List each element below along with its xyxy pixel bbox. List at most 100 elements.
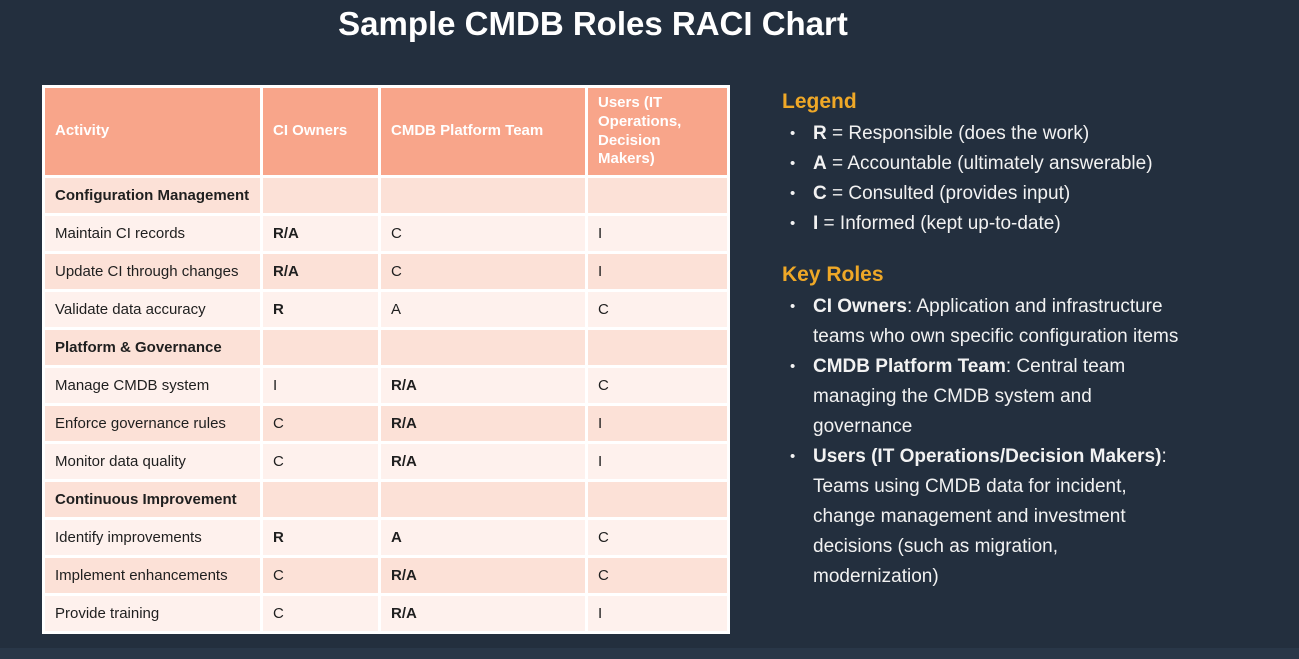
legend-item: • A = Accountable (ultimately answerable) bbox=[782, 149, 1252, 179]
section-gap bbox=[782, 239, 1252, 263]
legend-item-term: A bbox=[813, 153, 827, 174]
legend-item-text: A = Accountable (ultimately answerable) bbox=[813, 149, 1185, 179]
raci-cell bbox=[585, 175, 730, 216]
raci-cell: I bbox=[585, 213, 730, 254]
raci-cell bbox=[585, 479, 730, 520]
section-row: Continuous Improvement bbox=[42, 479, 730, 520]
table-row: Maintain CI records R/A C I bbox=[42, 213, 730, 254]
bullet-marker: • bbox=[790, 125, 796, 142]
activity-cell: Continuous Improvement bbox=[42, 479, 263, 520]
raci-cell: C bbox=[260, 555, 381, 596]
activity-cell: Validate data accuracy bbox=[42, 289, 263, 330]
activity-cell: Platform & Governance bbox=[42, 327, 263, 368]
legend-item-term: R bbox=[813, 123, 827, 144]
raci-cell: C bbox=[260, 593, 381, 634]
key-role-item-text: Users (IT Operations/Decision Makers): T… bbox=[813, 442, 1185, 592]
table-row: Identify improvements R A C bbox=[42, 517, 730, 558]
side-panel: Legend • R = Responsible (does the work) •… bbox=[782, 90, 1252, 592]
activity-cell: Maintain CI records bbox=[42, 213, 263, 254]
key-role-item: • CI Owners: Application and infrastructu… bbox=[782, 292, 1252, 352]
legend-list: • R = Responsible (does the work) • A = Acc… bbox=[782, 119, 1252, 239]
raci-cell: I bbox=[585, 251, 730, 292]
raci-cell: R/A bbox=[378, 593, 588, 634]
bullet-marker: • bbox=[790, 358, 796, 375]
raci-table: Activity CI Owners CMDB Platform Team Users… bbox=[42, 85, 730, 634]
legend-item: • R = Responsible (does the work) bbox=[782, 119, 1252, 149]
legend-item-term: C bbox=[813, 183, 827, 204]
raci-cell: C bbox=[585, 365, 730, 406]
legend-item-text: R = Responsible (does the work) bbox=[813, 119, 1185, 149]
section-row: Platform & Governance bbox=[42, 327, 730, 368]
legend-item-description: = Informed (kept up-to-date) bbox=[818, 213, 1061, 234]
raci-cell bbox=[378, 175, 588, 216]
bullet-marker: • bbox=[790, 185, 796, 202]
bullet-marker: • bbox=[790, 155, 796, 172]
key-role-item-description: : Central team managing the CMDB system … bbox=[813, 356, 1126, 437]
legend-heading: Legend bbox=[782, 90, 857, 113]
key-role-item-description: : Application and infrastructure teams w… bbox=[813, 296, 1179, 347]
activity-cell: Manage CMDB system bbox=[42, 365, 263, 406]
table-row: Enforce governance rules C R/A I bbox=[42, 403, 730, 444]
activity-cell: Provide training bbox=[42, 593, 263, 634]
raci-cell bbox=[378, 479, 588, 520]
legend-item-description: = Consulted (provides input) bbox=[826, 183, 1071, 204]
bullet-marker: • bbox=[790, 215, 796, 232]
raci-cell: I bbox=[585, 593, 730, 634]
raci-cell bbox=[260, 175, 381, 216]
bullet-marker: • bbox=[790, 298, 796, 315]
key-role-item-text: CMDB Platform Team: Central team managin… bbox=[813, 352, 1185, 442]
activity-cell: Implement enhancements bbox=[42, 555, 263, 596]
table-row: Implement enhancements C R/A C bbox=[42, 555, 730, 596]
key-roles-heading: Key Roles bbox=[782, 263, 884, 286]
legend-item-description: = Accountable (ultimately answerable) bbox=[826, 153, 1153, 174]
key-role-item: • Users (IT Operations/Decision Makers): … bbox=[782, 442, 1252, 592]
raci-cell: C bbox=[378, 251, 588, 292]
raci-cell: A bbox=[378, 289, 588, 330]
raci-cell: I bbox=[585, 403, 730, 444]
key-role-item-term: CMDB Platform Team bbox=[813, 356, 1006, 377]
table-row: Provide training C R/A I bbox=[42, 593, 730, 634]
table-row: Manage CMDB system I R/A C bbox=[42, 365, 730, 406]
raci-cell bbox=[260, 327, 381, 368]
raci-cell: R bbox=[260, 517, 381, 558]
section-row: Configuration Management bbox=[42, 175, 730, 216]
page-title: Sample CMDB Roles RACI Chart bbox=[338, 5, 848, 42]
raci-cell bbox=[585, 327, 730, 368]
legend-item-term: I bbox=[813, 213, 819, 234]
key-role-item-term: Users (IT Operations/Decision Makers) bbox=[813, 446, 1162, 467]
raci-table-header: Activity CI Owners CMDB Platform Team Users… bbox=[42, 85, 730, 178]
table-row: Update CI through changes R/A C I bbox=[42, 251, 730, 292]
activity-cell: Update CI through changes bbox=[42, 251, 263, 292]
raci-cell: C bbox=[585, 289, 730, 330]
raci-cell: R/A bbox=[260, 251, 381, 292]
activity-cell: Monitor data quality bbox=[42, 441, 263, 482]
activity-cell: Identify improvements bbox=[42, 517, 263, 558]
raci-cell: R/A bbox=[378, 441, 588, 482]
raci-cell: C bbox=[260, 441, 381, 482]
raci-table-body: Configuration Management Maintain CI reco… bbox=[42, 175, 730, 634]
raci-cell: C bbox=[378, 213, 588, 254]
table-row: Validate data accuracy R A C bbox=[42, 289, 730, 330]
bottom-strip bbox=[0, 648, 1299, 659]
header-row: Activity CI Owners CMDB Platform Team Users… bbox=[42, 85, 730, 178]
key-role-item-term: CI Owners bbox=[813, 296, 907, 317]
column-header-3: Users (IT Operations, Decision Makers) bbox=[585, 85, 730, 178]
raci-cell: A bbox=[378, 517, 588, 558]
legend-item-description: = Responsible (does the work) bbox=[826, 123, 1090, 144]
legend-item-text: C = Consulted (provides input) bbox=[813, 179, 1185, 209]
raci-cell: C bbox=[585, 555, 730, 596]
legend-item-text: I = Informed (kept up-to-date) bbox=[813, 209, 1185, 239]
legend-item: • I = Informed (kept up-to-date) bbox=[782, 209, 1252, 239]
raci-cell: R/A bbox=[260, 213, 381, 254]
key-role-item: • CMDB Platform Team: Central team managi… bbox=[782, 352, 1252, 442]
raci-cell: I bbox=[260, 365, 381, 406]
bullet-marker: • bbox=[790, 448, 796, 465]
raci-cell: R bbox=[260, 289, 381, 330]
activity-cell: Configuration Management bbox=[42, 175, 263, 216]
raci-cell bbox=[378, 327, 588, 368]
table-row: Monitor data quality C R/A I bbox=[42, 441, 730, 482]
key-role-item-description: : Teams using CMDB data for incident, ch… bbox=[813, 446, 1167, 587]
key-roles-list: • CI Owners: Application and infrastructu… bbox=[782, 292, 1252, 592]
raci-cell: C bbox=[260, 403, 381, 444]
